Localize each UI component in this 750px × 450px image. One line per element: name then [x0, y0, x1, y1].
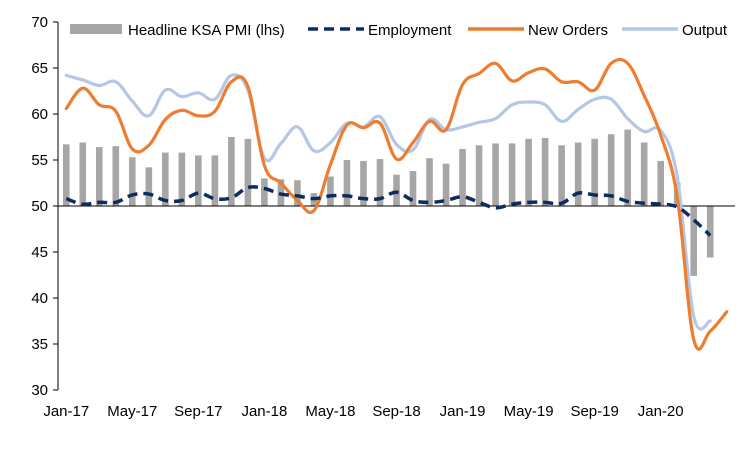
pmi-bar [211, 155, 219, 206]
legend-label-new-orders: New Orders [528, 22, 608, 39]
pmi-bar [492, 143, 499, 206]
pmi-bar [442, 163, 450, 206]
pmi-bar [607, 134, 615, 206]
pmi-bar [62, 144, 70, 206]
y-tick-label: 55 [31, 152, 48, 169]
pmi-bar [95, 147, 103, 206]
y-axis-ticks: 30 35 40 45 50 55 60 65 70 [31, 14, 58, 399]
pmi-bar [508, 143, 516, 206]
pmi-bar [574, 142, 582, 206]
pmi-bar [706, 206, 714, 258]
y-tick-label: 30 [31, 382, 48, 399]
x-tick-label: Sep-17 [174, 403, 222, 420]
x-tick-label: Jan-18 [241, 403, 287, 420]
x-tick-label: Sep-18 [372, 403, 420, 420]
pmi-bar [541, 137, 549, 206]
pmi-bar [178, 152, 186, 206]
pmi-bar [343, 160, 351, 206]
pmi-bar [112, 146, 120, 206]
pmi-bar [294, 180, 301, 206]
y-tick-label: 60 [31, 106, 48, 123]
y-tick-label: 65 [31, 60, 48, 77]
pmi-bar [145, 167, 153, 206]
pmi-bar [525, 138, 532, 206]
pmi-bar [228, 137, 235, 206]
y-tick-label: 70 [31, 14, 48, 31]
pmi-bar [409, 171, 417, 206]
pmi-bar [426, 158, 433, 206]
x-tick-label: Sep-19 [570, 403, 618, 420]
legend-label-headline-ksa-pmi-lhs: Headline KSA PMI (lhs) [128, 22, 285, 39]
x-tick-label: May-17 [107, 403, 157, 420]
pmi-bar [376, 159, 384, 206]
new-orders-line [64, 57, 729, 351]
pmi-bar [360, 160, 367, 206]
y-tick-label: 45 [31, 244, 48, 261]
pmi-bar [624, 129, 631, 206]
pmi-bar [393, 174, 400, 206]
y-tick-label: 40 [31, 290, 48, 307]
y-tick-label: 50 [31, 198, 48, 215]
pmi-bar [475, 145, 483, 206]
axes [57, 22, 735, 390]
pmi-bar [657, 160, 664, 206]
output-line [64, 73, 712, 331]
legend-swatch-headline-ksa-pmi-lhs [70, 24, 122, 34]
pmi-bar [640, 142, 648, 206]
x-tick-label: May-19 [504, 403, 554, 420]
x-tick-label: Jan-19 [440, 403, 486, 420]
bar-series-group [62, 129, 714, 276]
pmi-bar [261, 178, 268, 206]
x-tick-label: May-18 [305, 403, 355, 420]
pmi-bar [327, 176, 334, 206]
pmi-bar [195, 155, 202, 206]
x-axis-ticks: Jan-17 May-17 Sep-17 Jan-18 May-18 Sep-18 Jan-… [43, 403, 683, 420]
legend-label-employment: Employment [368, 22, 452, 39]
pmi-bar [591, 138, 598, 206]
pmi-bar [690, 206, 698, 276]
pmi-bar [79, 142, 87, 206]
pmi-bar [558, 145, 565, 206]
line-series-group [64, 57, 729, 351]
pmi-bar [162, 152, 169, 206]
pmi-bar [129, 157, 136, 206]
pmi-bar [459, 148, 466, 206]
y-tick-label: 35 [31, 336, 48, 353]
legend-label-output: Output [682, 22, 728, 39]
x-tick-label: Jan-17 [43, 403, 89, 420]
x-tick-label: Jan-20 [638, 403, 684, 420]
legend: Headline KSA PMI (lhs) Employment New Orde… [70, 22, 728, 39]
pmi-bar [244, 138, 252, 206]
